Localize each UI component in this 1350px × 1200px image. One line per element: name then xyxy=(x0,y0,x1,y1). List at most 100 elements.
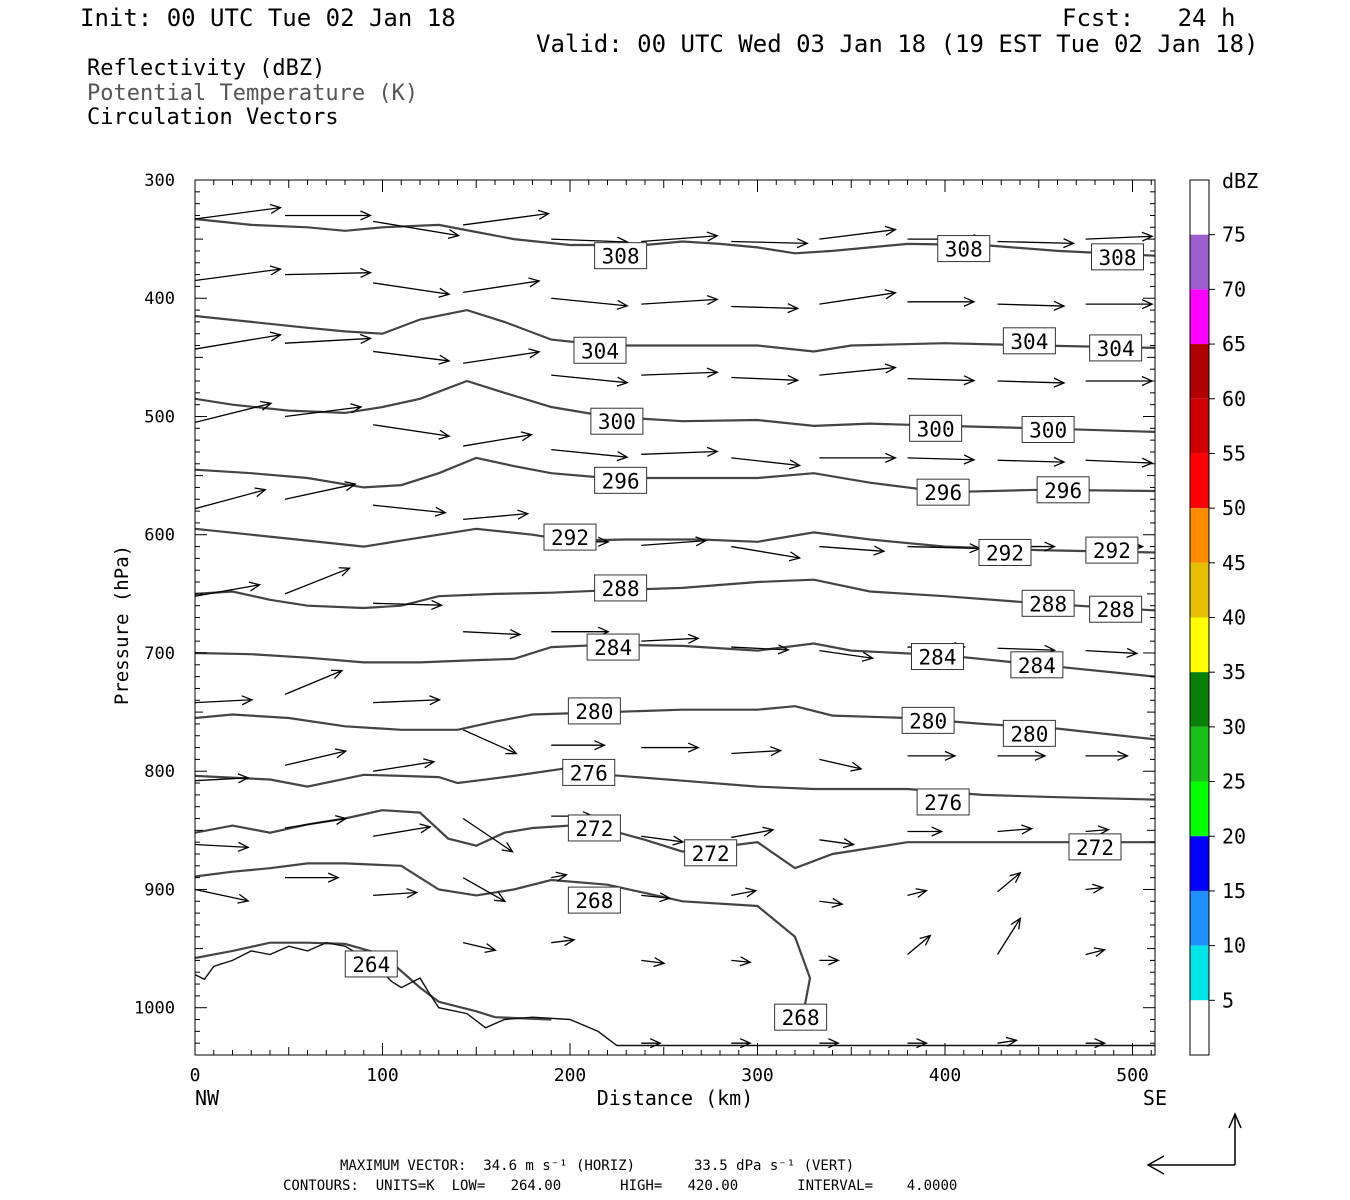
vector-layer xyxy=(195,203,1154,1049)
contour-label-text: 276 xyxy=(924,791,962,815)
circulation-vector xyxy=(195,773,250,784)
contour-label-text: 288 xyxy=(602,577,640,601)
circulation-vector xyxy=(373,350,451,365)
circulation-vector xyxy=(641,633,700,644)
circulation-vector xyxy=(997,456,1066,467)
x-tick-label: 0 xyxy=(190,1065,201,1086)
reference-vector-icon xyxy=(1146,1112,1242,1175)
contour-label-text: 292 xyxy=(986,541,1024,565)
contour-label: 308 xyxy=(937,235,991,263)
contour-label-text: 300 xyxy=(1029,418,1067,442)
circulation-vector xyxy=(284,567,352,595)
circulation-vector xyxy=(285,872,340,883)
circulation-vector xyxy=(373,504,447,517)
circulation-vector xyxy=(1085,231,1154,242)
colorbar-segment xyxy=(1190,344,1209,399)
circulation-vector xyxy=(641,1038,662,1049)
colorbar-label: 40 xyxy=(1222,606,1246,630)
contour-label: 308 xyxy=(594,242,648,270)
circulation-vector xyxy=(997,871,1022,893)
circulation-vector xyxy=(731,303,800,314)
contour-label-text: 280 xyxy=(1010,722,1048,746)
colorbar-segment xyxy=(1190,726,1209,782)
circulation-vector xyxy=(997,1036,1019,1047)
colorbar-label: 70 xyxy=(1222,277,1246,301)
contour-label-text: 304 xyxy=(581,339,619,363)
circulation-vector xyxy=(373,282,451,298)
y-tick-label: 600 xyxy=(144,526,175,546)
contour-label-text: 292 xyxy=(1093,539,1131,563)
axis-ticks: 0 100 200 300 400 500 300 400 500 600 700 800 900 100… xyxy=(134,171,1155,1086)
contour-label: 300 xyxy=(1021,415,1075,443)
circulation-vector xyxy=(463,348,541,364)
circulation-vector xyxy=(1085,825,1111,836)
contour-label: 308 xyxy=(1091,243,1144,271)
contour-label: 276 xyxy=(562,758,616,786)
colorbar-label: 60 xyxy=(1222,387,1246,411)
forecast-hour: Fcst: 24 h xyxy=(1062,4,1236,32)
contour-label: 272 xyxy=(1068,833,1122,861)
circulation-vector xyxy=(1085,883,1105,894)
contour-label: 280 xyxy=(567,697,621,725)
circulation-vector xyxy=(284,814,348,829)
circulation-vector xyxy=(373,424,451,440)
colorbar-label: 15 xyxy=(1222,879,1246,903)
circulation-vector xyxy=(731,545,802,562)
y-tick-label: 300 xyxy=(144,171,175,191)
circulation-vector xyxy=(195,331,283,350)
init-time: Init: 00 UTC Tue 02 Jan 18 xyxy=(80,4,456,32)
circulation-vector xyxy=(907,375,976,386)
circulation-vector xyxy=(284,333,373,345)
circulation-vector xyxy=(373,823,432,837)
colorbar-segment xyxy=(1190,672,1209,727)
colorbar-label: 55 xyxy=(1222,441,1246,465)
circulation-vector xyxy=(195,695,254,706)
x-tick-label: 100 xyxy=(366,1065,399,1086)
contour-label-text: 288 xyxy=(1029,592,1067,616)
theta-contour-308 xyxy=(195,217,1155,257)
circulation-vector xyxy=(462,877,507,903)
circulation-vector xyxy=(731,457,802,470)
terrain-line xyxy=(195,941,1155,1047)
colorbar-segment xyxy=(1190,508,1209,563)
contour-label-text: 308 xyxy=(1099,246,1137,270)
contour-label-text: 276 xyxy=(570,761,608,785)
circulation-vector xyxy=(996,917,1022,955)
colorbar-segment xyxy=(1190,398,1209,454)
circulation-vector xyxy=(997,377,1066,388)
circulation-vector xyxy=(195,400,273,424)
contour-label-text: 288 xyxy=(1097,598,1135,622)
circulation-vector xyxy=(462,942,497,953)
theta-contour-268 xyxy=(195,862,812,1008)
contour-label-text: 296 xyxy=(602,469,640,493)
circulation-vector xyxy=(284,748,348,766)
circulation-vector xyxy=(551,448,629,462)
circulation-vector xyxy=(907,296,976,307)
contour-label-text: 272 xyxy=(575,817,613,841)
legend-reflectivity: Reflectivity (dBZ) xyxy=(87,56,326,81)
circulation-vector xyxy=(1085,750,1130,761)
colorbar-label: 10 xyxy=(1222,934,1246,958)
circulation-vector xyxy=(907,934,932,955)
contour-label: 300 xyxy=(909,414,963,442)
circulation-vector xyxy=(641,957,666,968)
legend-potential-temperature: Potential Temperature (K) xyxy=(87,81,419,106)
circulation-vector xyxy=(463,509,530,521)
circulation-vector xyxy=(819,649,875,662)
legend-circulation-vectors: Circulation Vectors xyxy=(87,105,339,130)
y-tick-label: 800 xyxy=(144,762,175,782)
theta-contour-304 xyxy=(195,308,1155,353)
contour-label-layer: 308 308 308 304 304 304 300 300 300 296 296 296 292 2… xyxy=(344,235,1144,1031)
contour-label: 268 xyxy=(774,1003,828,1031)
contour-label-text: 304 xyxy=(1097,337,1135,361)
circulation-vector xyxy=(1085,1038,1107,1049)
colorbar-label: 65 xyxy=(1222,332,1246,356)
contour-label: 288 xyxy=(1021,589,1075,617)
circulation-vector xyxy=(731,887,758,898)
colorbar-label: 75 xyxy=(1222,223,1246,247)
circulation-vector xyxy=(551,374,629,387)
theta-contour-300 xyxy=(195,379,1155,433)
colorbar-label: 45 xyxy=(1222,551,1246,575)
theta-contour-296 xyxy=(195,456,1155,494)
circulation-vector xyxy=(551,740,607,751)
